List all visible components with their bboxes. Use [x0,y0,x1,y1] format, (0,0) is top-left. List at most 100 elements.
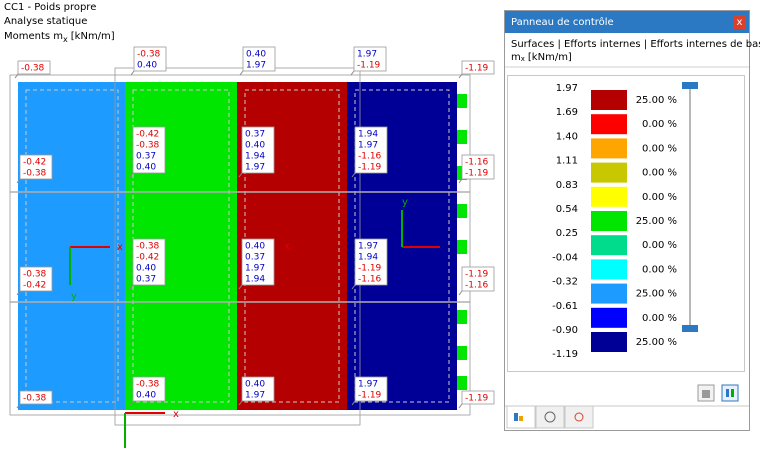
result-value: 0.40 [246,50,266,60]
label-leader [238,400,243,406]
unit-subscript: x [521,55,525,63]
legend-swatch [591,307,627,328]
result-value: 1.94 [245,275,265,285]
label-leader [239,70,244,76]
result-label-box [19,154,53,180]
label-leader [129,400,134,406]
unit-label: [kNm/m] [528,52,572,63]
legend-swatch [591,332,627,352]
panel-buttons[interactable] [697,384,739,402]
label-leader [351,172,356,178]
result-value: 1.97 [245,264,265,274]
label-leader [458,178,463,184]
result-value: -1.19 [358,391,382,401]
panel-titlebar [505,11,749,33]
result-label-box [354,376,388,402]
label-leader [351,284,356,290]
result-value: 0.40 [136,391,156,401]
result-label-box [241,376,275,402]
legend-swatch [591,259,627,280]
legend-value: 1.40 [556,131,578,142]
result-value: -1.16 [465,281,489,291]
legend-percentage: 0.00 % [642,313,677,324]
result-value: -1.19 [465,169,489,179]
legend-swatch [591,90,627,110]
result-label-box [19,266,53,292]
result-value: -0.42 [23,158,46,168]
result-value: 0.37 [245,130,265,140]
result-value: 1.97 [358,380,378,390]
result-value: 0.37 [136,152,156,162]
slider-handle[interactable] [682,325,698,332]
legend-swatch [591,138,627,159]
result-value: -1.19 [357,61,381,71]
legend-frame [507,75,745,372]
result-label-box [461,266,495,292]
result-value: 1.97 [245,163,265,173]
slider-handle[interactable] [682,82,698,89]
legend-percentage: 25.00 % [636,337,677,348]
panel-title: Panneau de contrôle [511,16,614,28]
label-leader [16,290,21,296]
result-label-box [353,46,387,72]
quantity-text: Moments m [4,31,63,42]
quantity-subscript: x [63,35,68,44]
label-leader [14,73,19,79]
result-value: -0.38 [23,169,47,179]
label-leader [238,284,243,290]
result-label-box [133,46,167,72]
legend-percentage: 0.00 % [642,143,677,154]
result-value: -0.38 [136,242,160,252]
legend-percentage: 0.00 % [642,168,677,179]
legend-swatch [591,235,627,256]
grid-lines [10,191,470,303]
legend-swatch [591,162,627,183]
legend-percentage: 0.00 % [642,119,677,130]
quantity: Moments mx [kNm/m] [4,31,115,44]
legend-percentage: 0.00 % [642,192,677,203]
result-value: 1.97 [358,242,378,252]
result-value: -1.19 [358,264,382,274]
result-value: -0.42 [136,253,159,263]
legend-value: -0.61 [552,301,578,312]
label-leader [16,403,21,409]
result-value: 1.97 [357,50,377,60]
legend-swatch [591,211,627,231]
result-label-box [17,60,51,75]
result-value: -0.38 [21,64,45,74]
result-value: -0.38 [23,394,47,404]
result-value: -0.38 [136,141,160,151]
result-value: 1.97 [358,141,378,151]
result-value: -0.42 [136,130,159,140]
legend-swatch [591,114,627,135]
result-value: 0.40 [136,264,156,274]
legend-value: 1.69 [556,107,578,118]
result-value: 0.40 [245,380,265,390]
legend-swatch [591,186,627,207]
label-leader [130,70,135,76]
result-value: -1.19 [465,270,489,280]
result-value: -1.19 [358,163,382,173]
close-button[interactable] [733,15,746,29]
legend-value: 1.97 [556,83,578,94]
label-leader [129,284,134,290]
legend-value: -1.19 [552,349,578,360]
result-value: 1.97 [246,61,266,71]
axis-letter: x [173,409,179,420]
result-label-box [461,154,495,180]
result-label-box [461,390,495,405]
legend-percentage: 0.00 % [642,240,677,251]
result-label-box [19,390,53,405]
legend-value: -0.32 [552,277,578,288]
close-label[interactable]: x [737,17,743,28]
result-value: 1.97 [245,391,265,401]
result-value: 0.40 [245,141,265,151]
label-leader [458,290,463,296]
result-label-box [354,238,388,286]
tabs[interactable] [506,405,594,429]
result-value: -0.38 [137,50,161,60]
legend-value: 1.11 [556,156,578,167]
legend-value: 0.54 [556,204,578,215]
legend-value: 0.25 [556,228,578,239]
label-leader [458,403,463,409]
